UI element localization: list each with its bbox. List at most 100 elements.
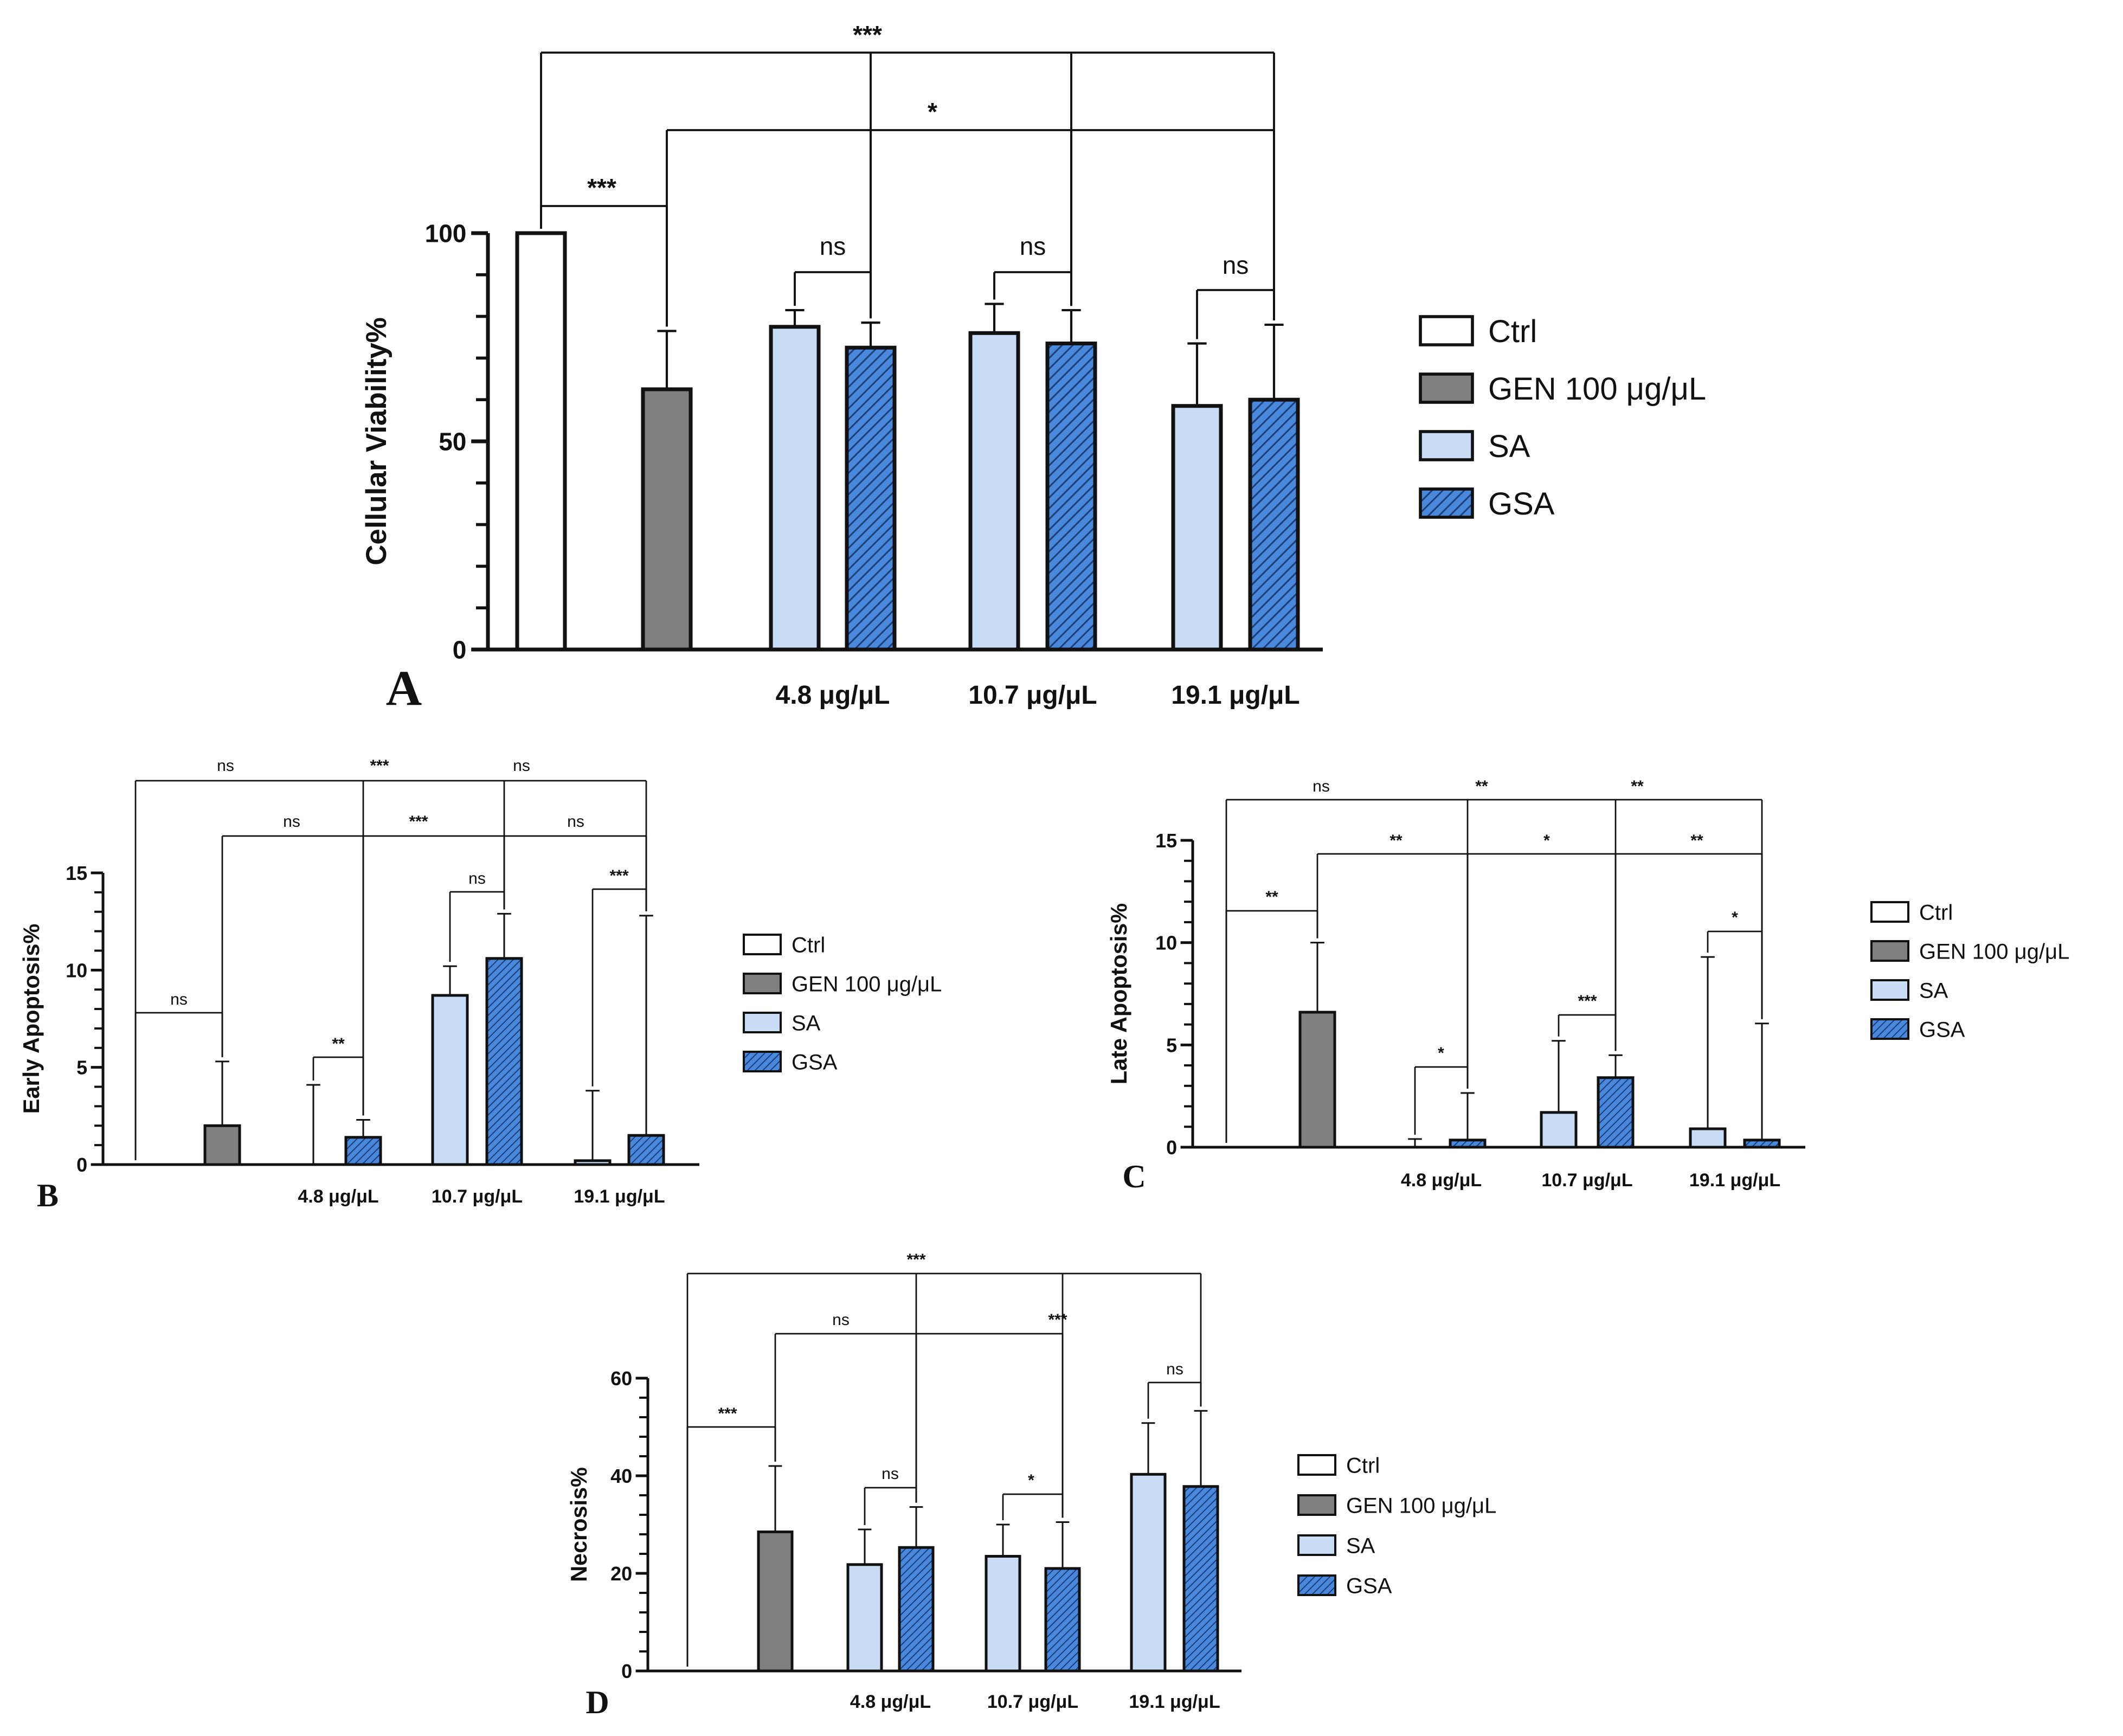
- significance-label: *: [1732, 909, 1738, 927]
- significance-label: **: [1265, 888, 1278, 906]
- legend-swatch-gen: [743, 973, 782, 994]
- y-tick-label: 50: [439, 428, 466, 456]
- panel-B: 0 5 10 15 Early Apoptosis% 4.8 μg/μL 10.7 μg/μ…: [19, 757, 942, 1213]
- bar-gsa: [1248, 397, 1300, 652]
- legend: Ctrl GEN 100 μg/μL SA GSA: [1870, 901, 2069, 1041]
- bar-sa: [1171, 404, 1223, 652]
- bar-sa: [431, 994, 469, 1166]
- y-tick-label: 100: [425, 220, 467, 248]
- bar-gsa: [1449, 1139, 1487, 1149]
- significance-label: ***: [906, 1251, 925, 1269]
- y-axis-label: Cellular Viability%: [361, 317, 393, 565]
- bar-sa: [1130, 1473, 1167, 1673]
- legend-swatch-ctrl: [1419, 315, 1474, 346]
- significance-label: *: [1543, 832, 1550, 850]
- legend-swatch-gsa: [1419, 487, 1474, 519]
- legend-label: SA: [1488, 429, 1530, 464]
- legend-label: GSA: [1919, 1018, 1965, 1041]
- significance-label: *: [1438, 1044, 1444, 1062]
- group-label: 19.1 μg/μL: [1171, 681, 1299, 710]
- significance-label: ***: [609, 867, 628, 885]
- significance-label: ***: [1578, 992, 1597, 1010]
- legend-swatch-gen: [1870, 940, 1909, 962]
- y-tick-label: 10: [66, 959, 87, 981]
- bar-sa: [985, 1555, 1021, 1673]
- significance-label: **: [1389, 832, 1403, 850]
- significance-label: ***: [409, 813, 428, 831]
- legend-label: GSA: [1346, 1574, 1392, 1598]
- y-tick-label: 20: [610, 1563, 632, 1585]
- legend-label: GEN 100 μg/μL: [1919, 940, 2069, 963]
- legend-swatch-gsa: [1870, 1018, 1909, 1040]
- legend-label: GEN 100 μg/μL: [1488, 371, 1706, 407]
- y-tick-label: 60: [610, 1367, 632, 1390]
- panel-D: 0 20 40 60 Necrosis% 4.8 μg/μL 10.7 μg/μL 19.1 …: [567, 1251, 1496, 1720]
- group-label: 19.1 μg/μL: [1129, 1692, 1220, 1712]
- panel-A: 0 50 100 Cellular Viability% 4.8 μg/μL 10.7 μ…: [361, 21, 1706, 716]
- legend-swatch-ctrl: [1297, 1454, 1336, 1476]
- group-label: 4.8 μg/μL: [850, 1692, 931, 1712]
- legend-swatch-gen: [1297, 1494, 1336, 1516]
- significance-label: ns: [882, 1465, 899, 1483]
- legend-label: Ctrl: [1346, 1454, 1380, 1477]
- legend: Ctrl GEN 100 μg/μL SA GSA: [1297, 1454, 1496, 1598]
- significance-label: ***: [587, 173, 616, 202]
- panel-C: 0 5 10 15 Late Apoptosis% 4.8 μg/μL 10.7 μg/μL…: [1106, 777, 2069, 1194]
- y-tick-label: 0: [76, 1154, 87, 1176]
- group-label: 4.8 μg/μL: [1401, 1170, 1482, 1191]
- y-tick-label: 40: [610, 1465, 632, 1487]
- bar-gsa: [1182, 1485, 1219, 1673]
- y-tick-label: 0: [621, 1660, 632, 1682]
- bar-ctrl: [515, 231, 567, 652]
- legend-swatch-gsa: [1297, 1574, 1336, 1596]
- legend-swatch-ctrl: [743, 934, 782, 955]
- legend-swatch-ctrl: [1870, 901, 1909, 923]
- significance-label: ***: [853, 21, 882, 49]
- bar-sa: [968, 331, 1020, 652]
- group-label: 10.7 μg/μL: [432, 1186, 523, 1207]
- bar-gsa: [898, 1546, 935, 1673]
- significance-label: **: [1475, 777, 1488, 795]
- bar-gen: [1298, 1011, 1336, 1149]
- significance-label: ns: [567, 813, 584, 831]
- significance-label: ns: [1166, 1360, 1183, 1378]
- bar-gsa: [485, 957, 523, 1166]
- group-label: 19.1 μg/μL: [1689, 1170, 1780, 1191]
- bar-sa: [1689, 1127, 1727, 1149]
- legend-swatch-sa: [1297, 1534, 1336, 1556]
- significance-label: ns: [468, 870, 486, 888]
- significance-label: ***: [370, 757, 389, 775]
- significance-label: **: [332, 1035, 345, 1053]
- bar-gsa: [627, 1134, 665, 1166]
- panel-letter: D: [586, 1684, 609, 1720]
- significance-label: ns: [1020, 232, 1046, 260]
- panel-letter: A: [386, 660, 422, 716]
- bar-sa: [846, 1563, 883, 1673]
- significance-label: ***: [718, 1405, 737, 1423]
- legend-swatch-sa: [1419, 430, 1474, 461]
- significance-label: ns: [170, 991, 188, 1008]
- y-tick-label: 10: [1155, 932, 1177, 954]
- group-label: 4.8 μg/μL: [298, 1186, 378, 1207]
- legend-label: SA: [1919, 979, 1948, 1002]
- significance-label: **: [1631, 777, 1644, 795]
- legend-label: Ctrl: [792, 933, 825, 957]
- y-axis-label: Necrosis%: [567, 1467, 591, 1582]
- y-tick-label: 0: [1166, 1136, 1177, 1159]
- legend-label: Ctrl: [1488, 314, 1537, 349]
- significance-label: ns: [820, 232, 846, 260]
- group-label: 10.7 μg/μL: [1541, 1170, 1632, 1191]
- significance-label: ns: [832, 1311, 850, 1329]
- y-tick-label: 0: [453, 636, 467, 664]
- legend-label: Ctrl: [1919, 901, 1953, 924]
- y-tick-label: 15: [1155, 830, 1177, 852]
- legend-swatch-sa: [1870, 979, 1909, 1001]
- y-axis-label: Late Apoptosis%: [1106, 903, 1131, 1084]
- legend-label: SA: [1346, 1534, 1375, 1558]
- significance-label: ns: [1313, 777, 1330, 795]
- y-tick-label: 15: [66, 862, 87, 884]
- significance-label: ns: [217, 757, 234, 775]
- legend-label: GEN 100 μg/μL: [1346, 1494, 1496, 1518]
- bar-gen: [203, 1124, 241, 1166]
- significance-label: ns: [513, 757, 530, 775]
